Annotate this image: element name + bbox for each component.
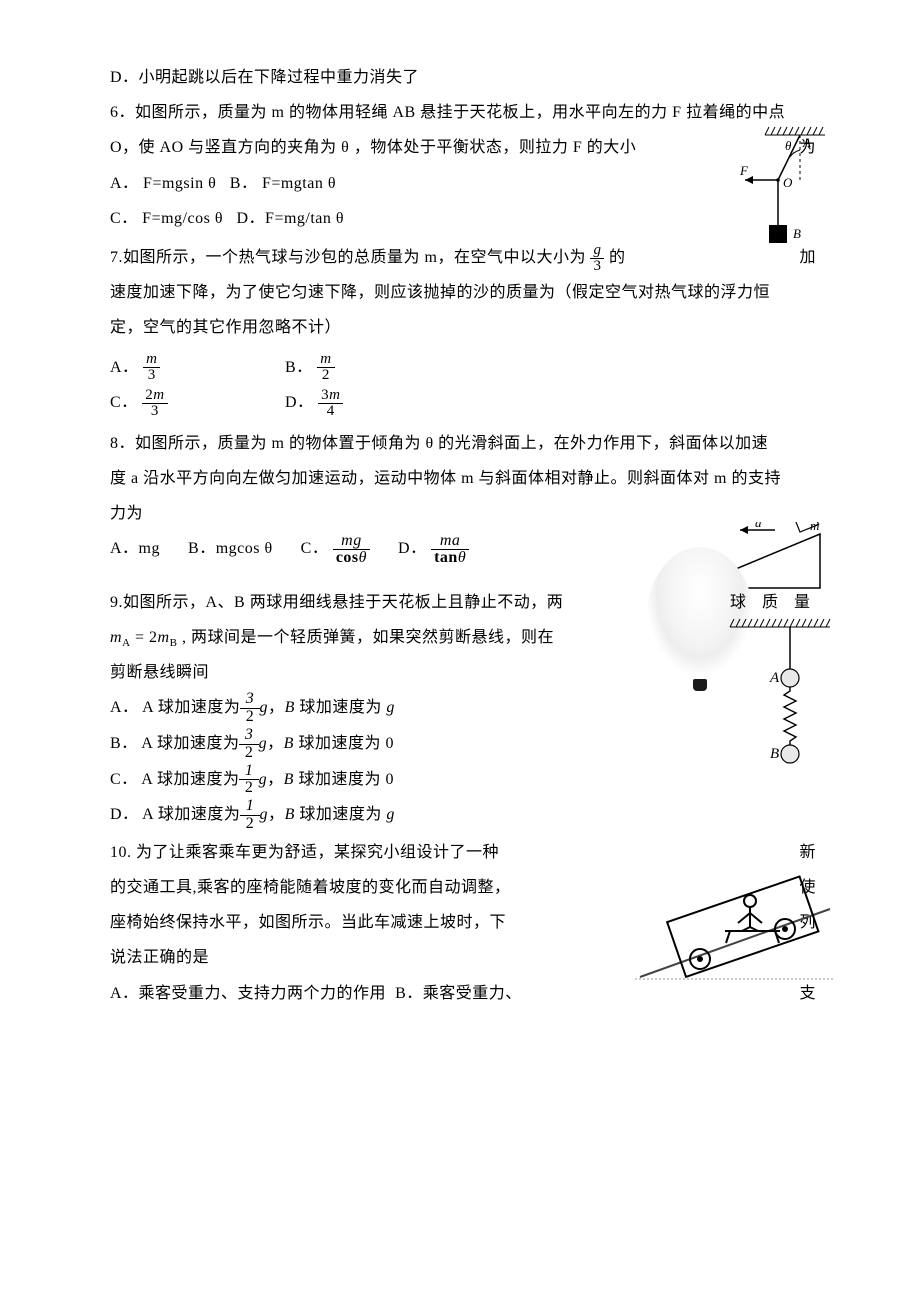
question-7: 7.如图所示，一个热气球与沙包的总质量为 m，在空气中以大小为 g 3 的 加 … [110, 240, 810, 420]
q6-option-c: C． F=mg/cos θ [110, 210, 223, 227]
q8-options: A．mg B．mgcos θ C． mg cosθ D． ma tanθ [110, 531, 810, 566]
q9-stem-line2: mA = 2mB , 两球间是一个轻质弹簧，如果突然剪断悬线，则在 [110, 620, 810, 655]
q9-option-b: B． A 球加速度为32g，B 球加速度为 0 [110, 726, 810, 762]
q10-stem-3a: 座椅始终保持水平，如图所示。当此车减速上坡时，下 [110, 914, 506, 931]
q7-stem-line3: 定，空气的其它作用忽略不计） [110, 310, 810, 345]
q8-option-d: D． ma tanθ [398, 531, 469, 566]
q7-options-row1: A． m3 B． m2 [110, 350, 810, 385]
q8-stem-line3: 力为 [110, 496, 810, 531]
q9-option-d: D． A 球加速度为12g，B 球加速度为 g [110, 797, 810, 833]
q10-option-b-b: 支 [799, 976, 816, 1011]
q6-option-b: B． F=mgtan θ [230, 175, 336, 192]
q8-stem-line2: 度 a 沿水平方向向左做匀加速运动，运动中物体 m 与斜面体相对静止。则斜面体对… [110, 461, 810, 496]
q6-options-row2: C． F=mg/cos θ D．F=mg/tan θ [110, 201, 810, 236]
q10-stem-line3: 座椅始终保持水平，如图所示。当此车减速上坡时，下 列 [110, 905, 810, 940]
question-10: 10. 为了让乘客乘车更为舒适，某探究小组设计了一种 新 的交通工具,乘客的座椅… [110, 835, 810, 1011]
q10-stem-line2: 的交通工具,乘客的座椅能随着坡度的变化而自动调整， 使 [110, 870, 810, 905]
q9-option-c: C． A 球加速度为12g，B 球加速度为 0 [110, 762, 810, 798]
q7-option-c: C． 2m3 [110, 385, 285, 420]
q6-options-row1: A． F=mgsin θ B． F=mgtan θ [110, 166, 810, 201]
q6-option-a: A． F=mgsin θ [110, 175, 216, 192]
q9-stem-line3: 剪断悬线瞬间 [110, 655, 810, 690]
q7-frac-g3: g 3 [590, 243, 604, 274]
q8-option-b: B．mgcos θ [188, 531, 273, 566]
q7-stem-line2: 速度加速下降，为了使它匀速下降，则应该抛掉的沙的质量为（假定空气对热气球的浮力恒 [110, 275, 810, 310]
q10-stem-line4: 说法正确的是 [110, 940, 810, 975]
q10-stem-2a: 的交通工具,乘客的座椅能随着坡度的变化而自动调整， [110, 879, 511, 896]
question-9: 9.如图所示，A、B 两球用细线悬挂于天花板上且静止不动，两 球 质 量 mA … [110, 585, 810, 833]
q10-stem-2b: 使 [799, 870, 816, 905]
question-6: 6．如图所示，质量为 m 的物体用轻绳 AB 悬挂于天花板上，用水平向左的力 F… [110, 95, 810, 236]
q10-option-b-a: B．乘客受重力、 [395, 985, 522, 1002]
q6-option-d: D．F=mg/tan θ [236, 210, 344, 227]
q8-option-a: A．mg [110, 531, 160, 566]
q9-options: A． A 球加速度为32g，B 球加速度为 g B． A 球加速度为32g，B … [110, 690, 810, 833]
q5-option-d: D．小明起跳以后在下降过程中重力消失了 [110, 60, 810, 95]
q6-stem-2b: 为 [799, 130, 816, 165]
q7-option-b: B． m2 [285, 350, 460, 385]
q10-option-a: A．乘客受重力、支持力两个力的作用 [110, 985, 386, 1002]
q10-options-line: A．乘客受重力、支持力两个力的作用 B．乘客受重力、 支 [110, 976, 810, 1011]
q7-option-d: D． 3m4 [285, 385, 460, 420]
q9-stem-2: 两球间是一个轻质弹簧，如果突然剪断悬线，则在 [191, 629, 554, 646]
q10-stem-1b: 新 [799, 835, 816, 870]
q9-stem-1b: 球 质 量 [730, 585, 816, 620]
q6-stem-2a: O，使 AO 与竖直方向的夹角为 θ ，物体处于平衡状态，则拉力 F 的大小 [110, 139, 636, 156]
q7-option-a: A． m3 [110, 350, 285, 385]
svg-text:m: m [810, 522, 820, 533]
q9-stem-1a: 9.如图所示，A、B 两球用细线悬挂于天花板上且静止不动，两 [110, 594, 563, 611]
q8-option-c: C． mg cosθ [301, 531, 370, 566]
q7-stem-line1: 7.如图所示，一个热气球与沙包的总质量为 m，在空气中以大小为 g 3 的 加 [110, 240, 810, 275]
q10-stem-3b: 列 [799, 905, 816, 940]
q7-stem-1b: 的 [609, 249, 626, 266]
q7-options-row2: C． 2m3 D． 3m4 [110, 385, 810, 420]
q8-stem-line1: 8．如图所示，质量为 m 的物体置于倾角为 θ 的光滑斜面上，在外力作用下，斜面… [110, 426, 810, 461]
q6-stem-line2: O，使 AO 与竖直方向的夹角为 θ ，物体处于平衡状态，则拉力 F 的大小 为 [110, 130, 810, 165]
q10-stem-1a: 10. 为了让乘客乘车更为舒适，某探究小组设计了一种 [110, 844, 499, 861]
q9-massrel: mA = 2mB [110, 629, 182, 646]
question-8: 8．如图所示，质量为 m 的物体置于倾角为 θ 的光滑斜面上，在外力作用下，斜面… [110, 426, 810, 567]
q9-stem-line1: 9.如图所示，A、B 两球用细线悬挂于天花板上且静止不动，两 球 质 量 [110, 585, 810, 620]
q9-option-a: A． A 球加速度为32g，B 球加速度为 g [110, 690, 810, 726]
q7-stem-1c: 加 [799, 240, 816, 275]
q7-stem-1a: 7.如图所示，一个热气球与沙包的总质量为 m，在空气中以大小为 [110, 249, 586, 266]
q10-stem-line1: 10. 为了让乘客乘车更为舒适，某探究小组设计了一种 新 [110, 835, 810, 870]
q6-stem-line1: 6．如图所示，质量为 m 的物体用轻绳 AB 悬挂于天花板上，用水平向左的力 F… [110, 95, 810, 130]
